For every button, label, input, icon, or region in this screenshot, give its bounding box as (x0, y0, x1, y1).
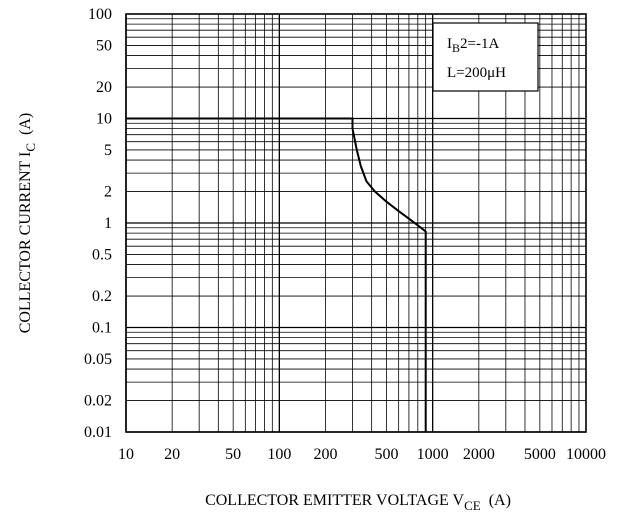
annotation-line-1: IB2=-1A (447, 36, 499, 55)
x-axis-label-sub: CE (464, 498, 481, 513)
x-tick-label: 2000 (463, 446, 495, 463)
y-tick-label: 0.2 (92, 288, 112, 305)
grid (125, 14, 586, 433)
x-axis-label: COLLECTOR EMITTER VOLTAGE VCE (A) (205, 492, 511, 513)
x-tick-label: 500 (375, 446, 399, 463)
y-tick-label: 0.5 (92, 246, 112, 263)
x-tick-label: 200 (313, 446, 337, 463)
y-tick-label: 0.02 (84, 393, 112, 410)
annotation-line-2: L=200μH (447, 65, 506, 81)
y-axis-label-main: COLLECTOR CURRENT I (17, 152, 34, 334)
x-tick-label: 10000 (566, 446, 606, 463)
y-tick-label: 10 (96, 111, 112, 128)
y-axis-label-unit: (A) (17, 113, 34, 135)
y-tick-label: 0.01 (84, 424, 112, 441)
x-tick-label: 10 (118, 446, 134, 463)
y-axis-label-sub: C (23, 143, 38, 152)
y-tick-label: 0.1 (92, 320, 112, 337)
annotation-frame (432, 22, 539, 92)
y-tick-label: 1 (104, 215, 112, 232)
annotation-ib-rest: 2=-1A (460, 36, 499, 52)
annotation-box: IB2=-1A L=200μH (432, 22, 539, 92)
y-tick-label: 50 (96, 37, 112, 54)
x-axis-label-main: COLLECTOR EMITTER VOLTAGE V (205, 492, 464, 509)
x-tick-label: 5000 (524, 446, 556, 463)
y-tick-label: 0.05 (84, 351, 112, 368)
y-tick-label: 20 (96, 79, 112, 96)
series-layer (126, 117, 427, 432)
x-tick-label: 100 (267, 446, 291, 463)
plot-frame (125, 13, 587, 433)
series-line (126, 117, 427, 432)
annotation-ib-sub: B (452, 41, 460, 55)
y-tick-label: 100 (88, 6, 112, 23)
annotation-ib-main: I (447, 36, 452, 52)
y-tick-label: 2 (104, 184, 112, 201)
x-tick-label: 1000 (417, 446, 449, 463)
x-axis-label-unit: (A) (489, 492, 511, 509)
y-axis-label: COLLECTOR CURRENT IC (A) (17, 113, 38, 334)
x-tick-label: 20 (164, 446, 180, 463)
y-tick-label: 5 (104, 142, 112, 159)
x-tick-labels: 10 20 50 100 200 500 1000 2000 5000 10000 (118, 446, 606, 463)
y-tick-labels: 100 50 20 10 5 2 1 0.5 0.2 0.1 0.05 0.02 0.01 (84, 6, 112, 441)
x-tick-label: 50 (225, 446, 241, 463)
